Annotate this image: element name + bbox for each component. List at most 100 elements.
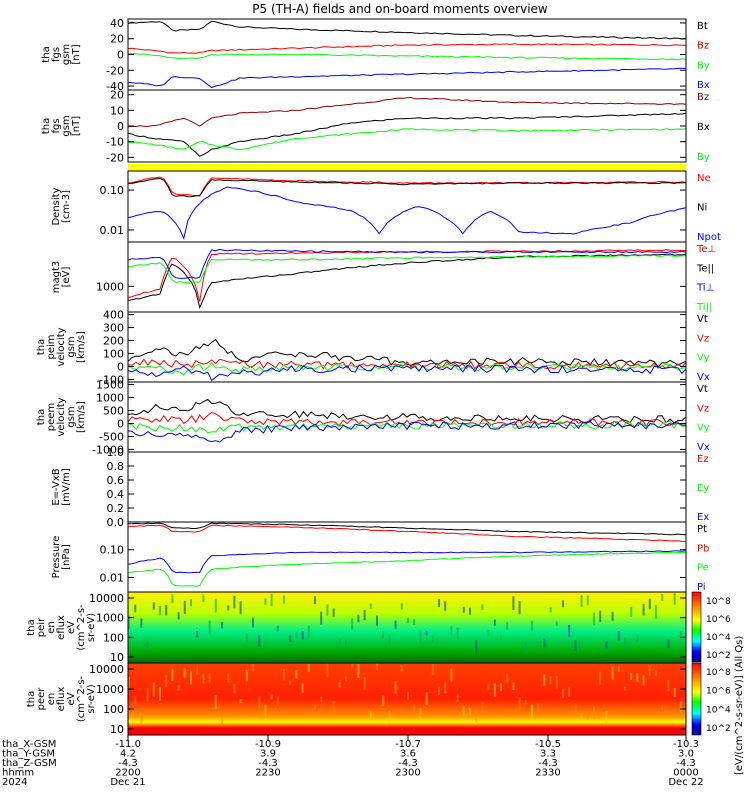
y-axis-label-line: [eV] (61, 267, 72, 288)
spectrogram-texture (568, 624, 571, 637)
legend-Bx: Bx (697, 122, 710, 133)
spectrogram-texture (673, 687, 676, 698)
y-tick-label: 10 (110, 104, 124, 117)
legend-Vx: Vx (697, 442, 710, 453)
spectrogram-texture (283, 669, 285, 681)
spectrogram-texture (444, 601, 447, 611)
spectrogram-texture (413, 704, 416, 711)
y-axis-label-line: tha (26, 691, 37, 707)
spectrogram-texture (450, 626, 453, 636)
legend-Bz: Bz (697, 41, 709, 52)
spectrogram-texture (177, 684, 180, 691)
spectrogram-texture (146, 688, 149, 702)
spectrogram-texture (611, 666, 614, 680)
y-axis-label-line: peem (46, 403, 57, 431)
spectrogram-texture (152, 602, 155, 610)
series-line-Bt (127, 20, 687, 40)
spectrogram-texture (555, 675, 558, 689)
spectrogram-texture (345, 676, 347, 682)
y-tick-label: -40 (106, 80, 124, 93)
footer-value: -10.9 (255, 739, 281, 750)
series-line-By (127, 53, 687, 61)
y-axis-label-line: eV (66, 621, 77, 634)
spectrogram-texture (648, 598, 651, 610)
spectrogram-texture (128, 615, 130, 630)
spectrogram-texture (500, 682, 502, 692)
spectrogram-texture (531, 620, 533, 632)
spectrogram-colorbar: 10^8 10^6 10^4 10^2 10^8 10^6 10^4 10^2 [eV/(cm… (691, 591, 745, 775)
spectrogram-texture (481, 604, 484, 610)
spectrogram-texture (531, 704, 533, 718)
panel-frame (127, 170, 687, 243)
spectrogram-texture (276, 696, 279, 707)
y-tick-label: 10000 (89, 592, 124, 605)
spectrogram-texture (369, 711, 372, 719)
spectrogram-texture (624, 686, 626, 691)
legend-Vy: Vy (697, 353, 710, 364)
spectrogram-texture (462, 606, 465, 613)
y-tick-label: 100 (103, 703, 124, 716)
colorbar-tick-labels: 10^8 10^6 10^4 10^2 10^8 10^6 10^4 10^2 (706, 597, 731, 734)
spectrogram-texture (617, 666, 620, 672)
spectrogram-texture (624, 637, 626, 650)
y-tick-label: 0.8 (107, 460, 125, 473)
spectrogram-texture (549, 607, 552, 613)
legend-By: By (697, 152, 710, 163)
spectrogram-texture (351, 663, 354, 668)
spectrogram-texture (196, 666, 199, 676)
y-axis-label-line: sr-eV) (86, 684, 97, 713)
spectrogram-texture (283, 595, 285, 604)
spectrogram-texture (394, 620, 397, 629)
series-line-Vy (127, 362, 687, 376)
y-axis-label: tha peem velocity gsm [km/s] (36, 397, 87, 436)
spectrogram-texture (469, 708, 471, 716)
series-line-Vx (127, 364, 687, 382)
spectrogram-texture (252, 664, 254, 672)
legend-Ey: Ey (697, 483, 709, 494)
y-axis-label-line: tha (41, 46, 52, 62)
legend-Bt: Bt (697, 21, 708, 32)
y-tick-label: 0 (117, 417, 124, 430)
y-axis-label-line: gsm (66, 406, 77, 427)
spectrogram-texture (611, 611, 614, 621)
colorbar-tick: 10^8 (706, 597, 731, 607)
y-axis-label: tha fgs gsm [nT] (41, 44, 82, 65)
footer-value: -10.5 (535, 739, 561, 750)
y-tick-label: -1000 (92, 443, 124, 456)
spectrogram-texture (562, 688, 564, 698)
y-axis-label-line: magt3 (51, 261, 62, 294)
spectrogram-texture (128, 676, 130, 688)
y-tick-label: -20 (106, 64, 124, 77)
spectrogram-texture (214, 695, 217, 709)
spectrogram-texture (605, 711, 608, 724)
y-tick-label: 20 (110, 33, 124, 46)
spectrogram-texture (289, 680, 292, 685)
spectrogram-texture (506, 622, 509, 630)
y-axis-label-line: peir (36, 617, 47, 637)
spectrogram-texture (562, 600, 564, 608)
spectrogram-texture (642, 603, 645, 616)
y-tick-label: 0.01 (100, 571, 125, 584)
spectrogram-texture (202, 673, 205, 684)
panel-frame (127, 662, 687, 736)
colorbar-title: [eV/(cm^2-s-sr-eV)] (All Qs) (734, 636, 745, 775)
colorbar-tick: 10^4 (706, 705, 731, 715)
y-tick-label: -10 (106, 136, 124, 149)
panel-frame (127, 89, 687, 163)
spectrogram-texture (518, 697, 521, 710)
series-line-Bx (127, 67, 687, 89)
spectrogram-texture (679, 701, 682, 714)
y-tick-label: 0 (117, 360, 124, 373)
y-tick-label: 500 (103, 405, 124, 418)
y-axis-label-line: [km/s] (76, 331, 87, 363)
spectrogram-texture (270, 593, 273, 606)
y-tick-label: -20 (106, 151, 124, 164)
spectrogram-texture (574, 640, 577, 651)
footer-value: -10.7 (395, 739, 421, 750)
spectrogram-texture (165, 674, 168, 688)
spectrogram-texture (586, 595, 589, 606)
spectrogram-texture (407, 617, 409, 623)
y-axis-label-line: gsm (66, 336, 77, 357)
y-axis-label-line: tha (36, 339, 47, 355)
